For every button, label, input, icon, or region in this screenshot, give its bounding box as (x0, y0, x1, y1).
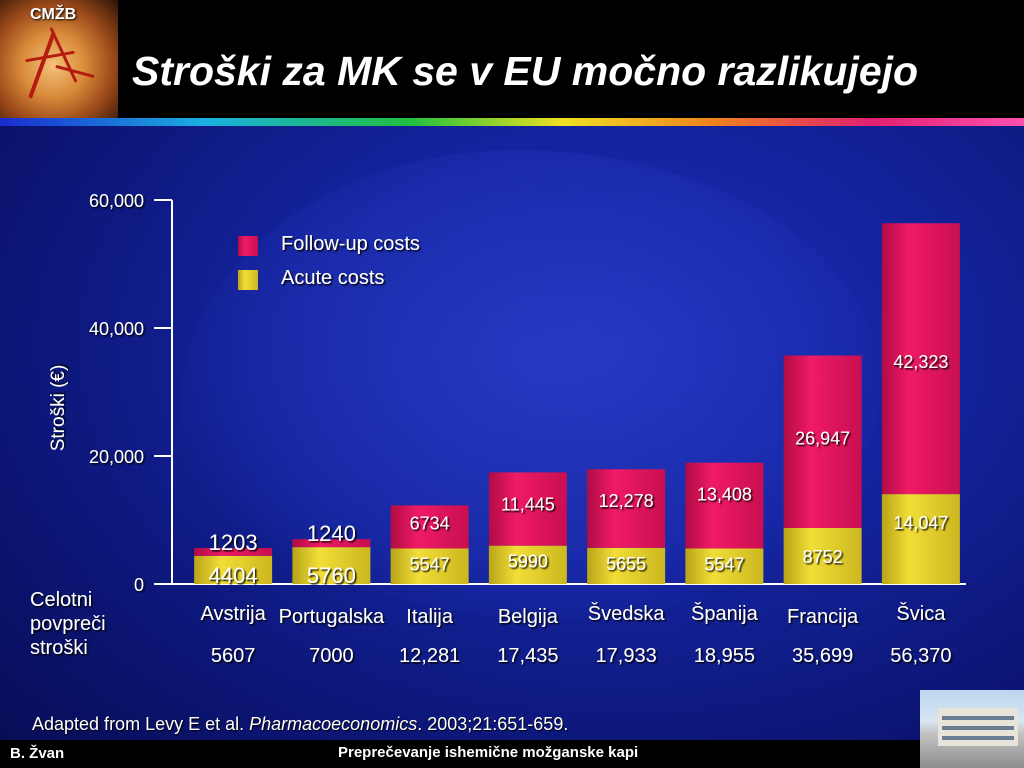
rainbow-divider (0, 118, 1024, 126)
bar-acute (685, 548, 764, 584)
x-category-label: Portugalska (279, 606, 385, 628)
footer-bar (0, 740, 1024, 768)
bar-follow-up (685, 462, 764, 549)
totals-label: povpreči (30, 613, 106, 635)
totals-label: Celotni (30, 589, 92, 611)
total-value: 12,281 (399, 645, 460, 667)
reference-suffix: . 2003;21:651-659. (417, 714, 569, 734)
legend-label: Acute costs (281, 267, 384, 289)
x-category-label: Avstrija (201, 603, 267, 625)
source-reference: Adapted from Levy E et al. Pharmacoecono… (32, 714, 568, 735)
header-bar: CMŽB Stroški za MK se v EU močno razliku… (0, 0, 1024, 118)
bar-acute (881, 494, 960, 584)
data-label-follow-up: 11,445 (501, 494, 555, 514)
author: B. Žvan (10, 745, 65, 762)
x-category-label: Francija (787, 606, 859, 628)
bar-follow-up (488, 472, 567, 546)
data-label-follow-up: 42,323 (893, 352, 948, 372)
total-value: 17,933 (596, 645, 657, 667)
data-label-follow-up: 1203 (209, 530, 258, 555)
x-category-label: Italija (406, 606, 454, 628)
x-category-label: Španija (691, 602, 759, 625)
data-label-acute: 5760 (307, 563, 356, 588)
reference-journal: Pharmacoeconomics (249, 714, 418, 734)
bar-acute (194, 555, 273, 584)
bar-follow-up (390, 505, 469, 549)
y-tick-label: 60,000 (89, 191, 144, 211)
data-label-acute: 5547 (410, 554, 450, 574)
data-label-follow-up: 13,408 (697, 485, 752, 505)
bar-follow-up (194, 548, 273, 556)
bar-follow-up (783, 355, 862, 528)
data-label-follow-up: 26,947 (795, 429, 850, 449)
bar-follow-up (587, 469, 666, 548)
data-label-acute: 5655 (606, 554, 646, 574)
legend-swatch (238, 236, 258, 256)
y-axis-label: Stroški (€) (48, 365, 69, 452)
total-value: 35,699 (792, 645, 853, 667)
bar-acute (292, 547, 371, 584)
totals-label: stroški (30, 637, 88, 659)
data-label-acute: 4404 (209, 563, 258, 588)
total-value: 17,435 (497, 645, 558, 667)
data-label-acute: 5990 (508, 552, 548, 572)
data-label-follow-up: 1240 (307, 521, 356, 546)
legend-swatch (238, 270, 258, 290)
y-tick-label: 40,000 (89, 319, 144, 339)
data-label-acute: 8752 (803, 547, 843, 567)
footer-title: Preprečevanje ishemične možganske kapi (338, 744, 639, 761)
logo-text: CMŽB (30, 6, 77, 23)
x-category-label: Švica (896, 602, 946, 625)
bar-acute (783, 527, 862, 584)
total-value: 5607 (211, 645, 256, 667)
data-label-follow-up: 12,278 (599, 491, 654, 511)
brain-logo: CMŽB (0, 0, 118, 118)
reference-prefix: Adapted from Levy E et al. (32, 714, 250, 734)
y-tick-label: 0 (134, 575, 144, 595)
y-tick-label: 20,000 (89, 447, 144, 467)
bar-acute (587, 547, 666, 584)
bar-acute (488, 545, 567, 584)
total-value: 56,370 (890, 645, 951, 667)
data-label-acute: 14,047 (893, 513, 948, 533)
x-category-label: Belgija (498, 606, 559, 628)
data-label-follow-up: 6734 (410, 513, 450, 533)
total-value: 18,955 (694, 645, 755, 667)
legend-label: Follow-up costs (281, 233, 420, 255)
total-value: 7000 (309, 645, 354, 667)
building-photo (920, 690, 1024, 768)
page-title: Stroški za MK se v EU močno razlikujejo (132, 48, 919, 94)
bar-follow-up (881, 223, 960, 495)
data-label-acute: 5547 (704, 554, 744, 574)
x-category-label: Švedska (588, 602, 666, 625)
bar-follow-up (292, 539, 371, 548)
bar-acute (390, 548, 469, 584)
